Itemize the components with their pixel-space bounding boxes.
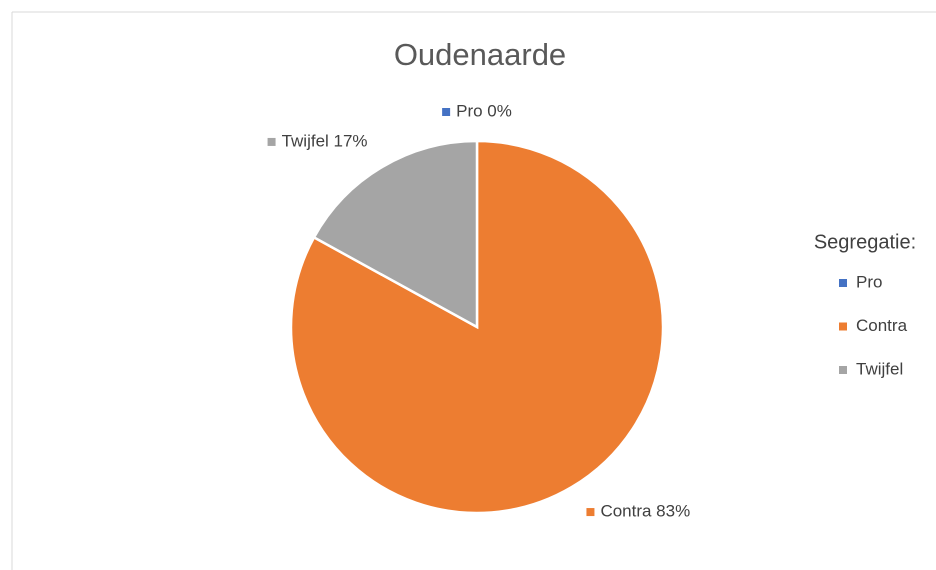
data-label: Contra 83%	[600, 502, 690, 521]
legend-marker	[839, 279, 847, 287]
chart-title: Oudenaarde	[394, 37, 566, 72]
data-label-marker	[442, 108, 451, 116]
legend-label: Contra	[856, 316, 908, 335]
data-label: Twijfel 17%	[282, 131, 368, 150]
legend-label: Pro	[856, 272, 882, 291]
data-label-marker	[267, 137, 276, 146]
data-label-marker	[586, 508, 595, 517]
data-label: Pro 0%	[456, 101, 512, 120]
legend-label: Twijfel	[856, 359, 903, 378]
legend-marker	[839, 366, 847, 374]
pie-slice	[312, 139, 479, 330]
legend-marker	[839, 322, 847, 331]
legend-title: Segregatie:	[814, 231, 916, 253]
